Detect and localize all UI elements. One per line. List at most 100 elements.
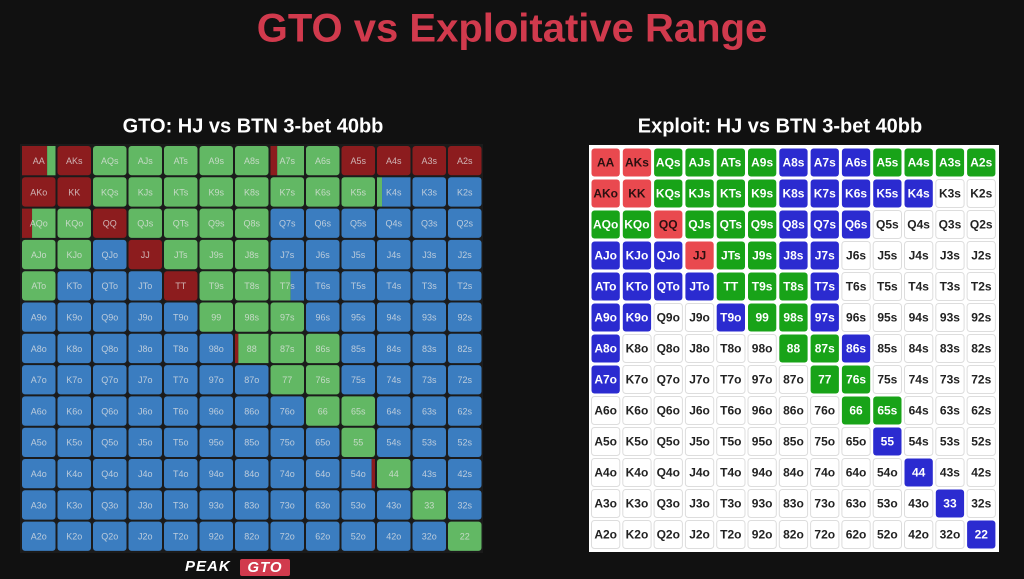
hand-cell [448,521,482,551]
hand-label: Q6o [657,404,680,418]
hand-cell [341,271,375,301]
hand-label: A8s [782,156,804,170]
hand-label: TT [724,280,739,294]
hand-label: K6s [845,187,867,201]
hand-label: Q5s [876,218,899,232]
hand-label: A6s [845,156,867,170]
hand-label: AQo [593,218,618,232]
hand-label: Q4s [907,218,930,232]
hand-label: 64o [846,466,867,480]
hand-cell [235,146,269,176]
hand-label: QQ [659,218,678,232]
hand-label: J9o [689,311,710,325]
hand-cell [653,303,683,332]
hand-cell [747,365,777,394]
hand-label: Q9o [101,313,118,323]
hand-label: 74o [814,466,835,480]
hand-cell [591,334,620,363]
hand-label: A3o [594,497,617,511]
hand-cell [591,489,621,518]
hand-label: 76s [846,373,866,387]
hand-label: AJs [138,156,154,166]
hand-label: Q3s [421,219,438,229]
logo-brand: PEAK [185,558,231,575]
hand-cell [591,148,620,177]
hand-cell [306,333,340,364]
hand-cell [377,521,411,551]
hand-cell [591,272,620,301]
hand-label: 76o [280,406,295,416]
hand-label: A6o [594,404,617,418]
hand-label: Q9s [751,218,774,232]
hand-cell [57,333,91,364]
hand-cell [841,365,871,394]
hand-cell [93,146,127,176]
hand-label: J4s [387,250,402,260]
hand-label: J3s [422,250,437,260]
hand-label: J6o [138,406,153,416]
hand-label: 82o [783,528,804,542]
hand-cell [128,271,162,301]
hand-cell [164,459,198,489]
hand-label: 66 [849,404,863,418]
hand-cell [164,396,198,426]
hand-label: 98o [209,344,224,354]
hand-label: 32s [457,500,472,510]
hand-cell-segment [238,333,269,364]
hand-cell [872,241,903,270]
hand-cell [935,334,965,363]
hand-cell [57,396,91,426]
hand-cell [748,210,777,239]
hand-label: 75s [351,375,366,385]
hand-label: 82s [971,342,991,356]
hand-label: 74o [280,469,295,479]
hand-cell [22,239,56,270]
hand-label: K7o [626,373,649,387]
hand-cell [199,208,233,238]
hand-cell [904,458,933,487]
hand-label: Q6o [101,406,118,416]
hand-cell [904,210,934,239]
hand-label: 65o [315,438,330,448]
hand-cell [716,427,746,456]
hand-label: 72s [457,375,472,385]
hand-label: J4s [909,249,929,263]
hand-cell [904,272,934,301]
hand-label: 87s [815,342,835,356]
hand-label: T6o [173,406,189,416]
hand-cell [164,427,198,457]
hand-label: JJ [141,250,150,260]
hand-cell [654,179,683,208]
hand-cell [591,241,620,270]
hand-cell [341,146,375,176]
hand-label: K2s [457,187,473,197]
hand-cell [57,271,91,301]
hand-cell [412,521,446,551]
hand-label: K2o [66,532,82,542]
hand-label: 72s [971,373,991,387]
hand-cell [57,146,91,176]
hand-label: AKs [66,156,83,166]
hand-cell [622,303,652,332]
hand-label: 74s [909,373,929,387]
hand-label: J8s [783,249,803,263]
hand-label: 85s [351,344,366,354]
hand-label: 64o [315,469,330,479]
hand-label: 74s [386,375,401,385]
hand-cell-segment [270,271,291,301]
hand-cell [716,458,746,487]
logo-box [240,559,290,576]
hand-label: 73o [280,500,295,510]
hand-label: A2o [31,532,47,542]
hand-cell [377,396,411,426]
hand-label: K3s [939,187,961,201]
hand-cell [199,302,233,332]
hand-label: 42o [908,528,929,542]
hand-label: QTs [720,218,743,232]
hand-label: 85o [244,438,259,448]
hand-cell [810,427,840,456]
hand-cell [779,272,808,301]
hand-cell-segment [47,146,56,176]
hand-label: ATo [31,281,46,291]
hand-cell [128,396,162,426]
